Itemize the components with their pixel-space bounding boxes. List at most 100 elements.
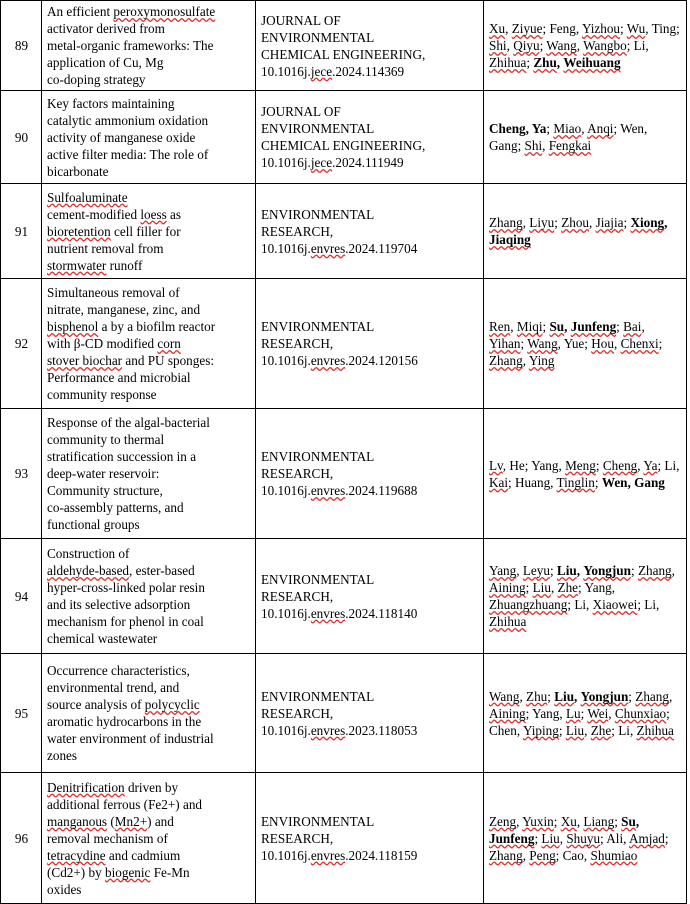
row-authors: Ren, Miqi; Su, Junfeng; Bai, Yihan; Wang… (483, 278, 687, 410)
row-doi: 10.1016j.envres.2024.119704 (261, 240, 418, 256)
title-line: stormwater runoff (47, 257, 143, 273)
row-title: Response of the algal-bacterial communit… (41, 408, 256, 540)
row-title: Key factors maintaining catalytic ammoni… (41, 90, 256, 185)
title-line: community to thermal (47, 432, 165, 448)
title-line: Key factors maintaining (47, 95, 175, 111)
title-line: Occurrence characteristics, (47, 663, 190, 679)
row-journal: ENVIRONMENTAL RESEARCH, 10.1016j.envres.… (255, 408, 484, 540)
row-index: 90 (0, 90, 42, 185)
row-title: Construction of aldehyde-based, ester-ba… (41, 538, 256, 655)
row-doi: 10.1016j.jece.2024.111949 (261, 155, 404, 171)
row-journal: ENVIRONMENTAL RESEARCH, 10.1016j.envres.… (255, 538, 484, 655)
title-line: water environment of industrial (47, 731, 214, 747)
row-title: Denitrification driven by additional fer… (41, 772, 256, 904)
row-title: Occurrence characteristics, environmenta… (41, 653, 256, 774)
row-index: 94 (0, 538, 42, 655)
title-line: bisphenol a by a biofilm reactor (47, 319, 216, 335)
title-line: Performance and microbial (47, 370, 191, 386)
row-journal: ENVIRONMENTAL RESEARCH, 10.1016j.envres.… (255, 653, 484, 774)
row-doi: 10.1016j.envres.2024.118159 (261, 847, 418, 863)
journal-line: ENVIRONMENTAL (261, 449, 375, 465)
title-line: Sulfoaluminate (47, 189, 128, 205)
title-line: Response of the algal-bacterial (47, 415, 210, 431)
row-journal: JOURNAL OF ENVIRONMENTAL CHEMICAL ENGINE… (255, 90, 484, 185)
row-doi: 10.1016j.jece.2024.114369 (261, 63, 405, 79)
row-index: 96 (0, 772, 42, 904)
journal-line: RESEARCH, (261, 466, 334, 482)
title-line: metal-organic frameworks: The (47, 38, 214, 54)
journal-line: ENVIRONMENTAL (261, 121, 375, 137)
title-line: environmental trend, and (47, 680, 180, 696)
row-index: 89 (0, 0, 42, 92)
row-index: 92 (0, 278, 42, 410)
title-line: additional ferrous (Fe2+) and (47, 796, 203, 812)
row-doi: 10.1016j.envres.2024.118140 (261, 605, 418, 621)
journal-line: ENVIRONMENTAL (261, 319, 375, 335)
title-line: Denitrification driven by (47, 779, 179, 795)
journal-line: RESEARCH, (261, 830, 334, 846)
table-row: 89 An efficient peroxymonosulfate activa… (0, 0, 687, 92)
journal-line: JOURNAL OF (261, 12, 341, 28)
row-doi: 10.1016j.envres.2024.119688 (261, 483, 418, 499)
journal-line: RESEARCH, (261, 705, 334, 721)
journal-line: RESEARCH, (261, 588, 334, 604)
row-index: 93 (0, 408, 42, 540)
row-authors: Lv, He; Yang, Meng; Cheng, Ya; Li, Kai; … (483, 408, 687, 540)
title-line: An efficient peroxymonosulfate (47, 4, 216, 19)
table-row: 93 Response of the algal-bacterial commu… (0, 408, 687, 540)
title-line: Community structure, (47, 483, 163, 499)
title-line: community response (47, 387, 157, 403)
table-row: 95 Occurrence characteristics, environme… (0, 653, 687, 774)
title-line: nutrient removal from (47, 240, 164, 256)
title-line: removal mechanism of (47, 830, 168, 846)
journal-line: ENVIRONMENTAL (261, 29, 375, 45)
journal-line: RESEARCH, (261, 223, 334, 239)
table-row: 96 Denitrification driven by additional … (0, 772, 687, 904)
title-line: hyper-cross-linked polar resin (47, 580, 205, 596)
row-authors: Cheng, Ya; Miao, Anqi; Wen, Gang; Shi, F… (483, 90, 687, 185)
row-index: 95 (0, 653, 42, 774)
title-line: cement-modified loess as (47, 206, 182, 222)
title-line: co-doping strategy (47, 72, 146, 88)
table-row: 91 Sulfoaluminate cement-modified loess … (0, 183, 687, 280)
row-doi: 10.1016j.envres.2023.118053 (261, 722, 418, 738)
row-index: 91 (0, 183, 42, 280)
row-title: An efficient peroxymonosulfate activator… (41, 0, 256, 92)
row-journal: ENVIRONMENTAL RESEARCH, 10.1016j.envres.… (255, 183, 484, 280)
journal-line: JOURNAL OF (261, 104, 341, 120)
table-row: 94 Construction of aldehyde-based, ester… (0, 538, 687, 655)
title-line: manganous (Mn2+) and (47, 813, 174, 829)
title-line: activity of manganese oxide (47, 129, 196, 145)
row-authors: Xu, Ziyue; Feng, Yizhou; Wu, Ting; Shi, … (483, 0, 687, 92)
journal-line: ENVIRONMENTAL (261, 206, 375, 222)
row-authors: Yang, Leyu; Liu, Yongjun; Zhang, Aining;… (483, 538, 687, 655)
title-line: active filter media: The role of (47, 146, 209, 162)
journal-line: ENVIRONMENTAL (261, 688, 375, 704)
journal-line: CHEMICAL ENGINEERING, (261, 138, 426, 154)
row-journal: JOURNAL OF ENVIRONMENTAL CHEMICAL ENGINE… (255, 0, 484, 92)
journal-line: RESEARCH, (261, 336, 334, 352)
table-row: 92 Simultaneous removal of nitrate, mang… (0, 278, 687, 410)
title-line: chemical wastewater (47, 631, 158, 647)
title-line: catalytic ammonium oxidation (47, 112, 209, 128)
title-line: application of Cu, Mg (47, 55, 164, 71)
title-line: co-assembly patterns, and (47, 500, 184, 516)
title-line: tetracydine and cadmium (47, 847, 181, 863)
title-line: aldehyde-based, ester-based (47, 563, 195, 579)
title-line: aromatic hydrocarbons in the (47, 714, 202, 730)
title-line: and its selective adsorption (47, 597, 191, 613)
row-authors: Wang, Zhu; Liu, Yongjun; Zhang, Aining; … (483, 653, 687, 774)
journal-line: CHEMICAL ENGINEERING, (261, 46, 426, 62)
title-line: bicarbonate (47, 163, 109, 179)
title-line: Construction of (47, 546, 130, 562)
title-line: functional groups (47, 517, 140, 533)
title-line: with β-CD modified corn (47, 336, 181, 352)
row-authors: Zeng, Yuxin; Xu, Liang; Su, Junfeng; Liu… (483, 772, 687, 904)
title-line: mechanism for phenol in coal (47, 614, 204, 630)
title-line: nitrate, manganese, zinc, and (47, 302, 201, 318)
title-line: stratification succession in a (47, 449, 197, 465)
journal-line: ENVIRONMENTAL (261, 571, 375, 587)
title-line: Simultaneous removal of (47, 285, 180, 301)
